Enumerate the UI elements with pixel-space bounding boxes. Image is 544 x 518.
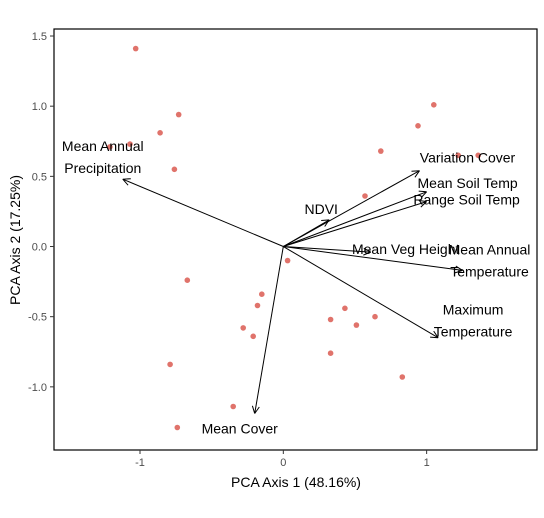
points-layer	[107, 45, 482, 431]
vector-label: Maximum Temperature	[434, 302, 513, 340]
y-tick-label: 1.0	[32, 101, 47, 113]
arrowhead	[363, 251, 371, 256]
arrowhead	[414, 170, 420, 178]
loading-arrow	[254, 246, 284, 414]
data-point	[327, 350, 334, 357]
vector-labels-layer: Mean Annual Precipitation Variation Cover M…	[62, 138, 530, 436]
y-tick-label: 1.5	[32, 31, 47, 43]
arrowhead	[418, 190, 427, 193]
vector-label: Range Soil Temp	[413, 192, 520, 208]
vector-label: Mean Soil Temp	[418, 175, 518, 191]
arrowhead	[430, 336, 439, 339]
data-point	[259, 291, 265, 298]
arrowhead	[122, 178, 129, 186]
vector-label: Mean Veg Height	[352, 241, 460, 257]
data-point	[475, 152, 482, 159]
arrowhead	[420, 201, 427, 208]
data-point	[342, 305, 348, 312]
x-tick-label: 1	[424, 457, 430, 469]
arrowhead	[122, 178, 131, 180]
data-point	[184, 277, 191, 284]
x-tick-label: 0	[280, 457, 286, 469]
arrowhead	[251, 405, 256, 414]
loading-arrow	[283, 246, 439, 339]
arrowhead	[363, 247, 371, 253]
vector-label: NDVI	[304, 201, 337, 217]
data-point	[284, 257, 291, 264]
vector-label: Variation Cover	[420, 150, 516, 166]
data-point	[372, 313, 378, 320]
loading-arrow	[283, 246, 463, 271]
y-tick-label: -0.5	[28, 312, 47, 324]
arrowhead	[418, 199, 427, 203]
plot-panel-border	[53, 28, 538, 451]
loading-arrow	[283, 246, 371, 253]
loading-arrow	[283, 219, 330, 247]
data-point	[132, 45, 139, 52]
data-point	[327, 316, 334, 323]
data-point	[230, 403, 236, 410]
x-tick-label: -1	[135, 457, 145, 469]
data-point	[250, 333, 256, 340]
data-point	[175, 111, 182, 118]
data-point	[378, 148, 384, 154]
y-axis: -1.0 -0.5 0.0 0.5 1.0 1.5	[28, 31, 54, 394]
y-tick-label: 0.0	[32, 242, 47, 254]
data-point	[107, 144, 113, 150]
y-tick-label: -1.0	[28, 382, 47, 394]
arrowhead	[324, 219, 330, 227]
y-tick-label: 0.5	[32, 171, 47, 183]
vectors-layer	[122, 170, 463, 414]
vector-label: Mean Cover	[202, 421, 279, 437]
data-point	[399, 374, 406, 380]
data-point	[353, 322, 360, 328]
data-point	[431, 102, 437, 108]
arrowhead	[254, 406, 260, 414]
data-point	[362, 193, 368, 199]
arrowhead	[321, 219, 330, 221]
loading-arrow	[122, 178, 284, 247]
y-axis-title: PCA Axis 2 (17.25%)	[7, 175, 23, 305]
data-point	[127, 141, 133, 147]
arrowhead	[420, 191, 427, 198]
x-axis-title: PCA Axis 1 (48.16%)	[231, 474, 361, 490]
arrowhead	[455, 265, 463, 271]
vector-label: Mean Annual Precipitation	[62, 138, 144, 176]
arrowhead	[433, 330, 439, 338]
vector-label: Mean Annual Temperature	[449, 241, 531, 279]
data-point	[167, 361, 173, 368]
data-point	[240, 325, 246, 331]
data-point	[174, 424, 181, 431]
arrowhead	[454, 269, 463, 274]
data-point	[254, 302, 261, 309]
loading-arrow	[283, 201, 427, 247]
arrowhead	[411, 170, 420, 172]
data-point	[415, 123, 421, 129]
loading-arrow	[283, 191, 427, 247]
data-point	[455, 152, 462, 159]
data-point	[157, 130, 163, 136]
data-point	[171, 166, 178, 173]
x-axis: -1 0 1	[135, 450, 430, 469]
